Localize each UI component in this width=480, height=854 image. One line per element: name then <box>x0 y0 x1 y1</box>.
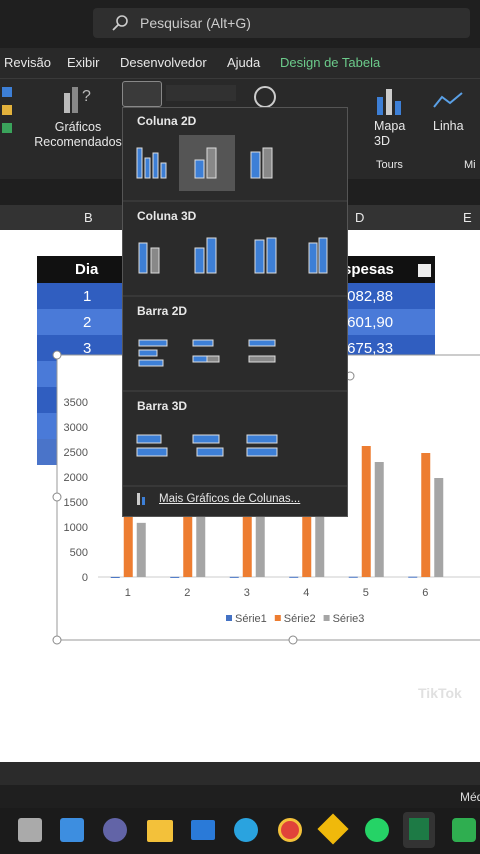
y-tick-label: 3000 <box>64 422 88 434</box>
bar <box>302 467 312 577</box>
column-letter: B <box>84 210 93 225</box>
tab[interactable]: Ajuda <box>227 55 261 70</box>
taskbar-icon[interactable] <box>452 818 476 842</box>
bar <box>229 576 239 578</box>
bar <box>183 462 193 577</box>
group-label: Tours <box>376 159 403 171</box>
legend-label: Série1 <box>235 613 267 625</box>
x-tick-label: 3 <box>244 587 250 599</box>
taskbar <box>0 808 480 854</box>
bar <box>170 576 180 578</box>
bar <box>361 446 371 577</box>
y-tick-label: 1500 <box>64 497 88 509</box>
bar <box>123 472 133 577</box>
tab[interactable]: Exibir <box>67 55 100 70</box>
y-tick-label: 500 <box>70 547 88 559</box>
recommended-icon: ? <box>64 87 91 113</box>
cell: 3 <box>83 340 92 357</box>
bar <box>315 494 325 577</box>
bar <box>136 522 146 577</box>
legend-swatch <box>323 615 330 621</box>
x-tick-label: 5 <box>363 587 369 599</box>
menu-icons <box>123 135 347 505</box>
menu-section: Coluna 3D <box>137 209 197 223</box>
x-tick-label: 2 <box>184 587 190 599</box>
taskbar-icon[interactable] <box>234 818 258 842</box>
y-tick-label: 1000 <box>64 522 88 534</box>
header-cell: spesas <box>343 261 394 278</box>
svg-text:?: ? <box>82 88 91 105</box>
cell: .082,88 <box>343 288 394 305</box>
bar <box>421 453 431 577</box>
tab-bar: Revisão Exibir Desenvolvedor Ajuda Desig… <box>0 48 480 78</box>
label-line: 3D <box>374 134 390 148</box>
y-tick-label: 2000 <box>64 472 88 484</box>
x-tick-label: 6 <box>422 587 428 599</box>
bar <box>348 576 358 578</box>
chart-menu: Coluna 2D Coluna 3D Barra 2D Barra 3D Ma… <box>122 107 348 517</box>
line-label[interactable]: Linha <box>433 119 464 133</box>
bar <box>408 576 418 578</box>
more-charts-link[interactable]: Mais Gráficos de Colunas... <box>159 493 301 505</box>
search-placeholder: Pesquisar (Alt+G) <box>140 15 251 31</box>
cell: .675,33 <box>343 340 394 357</box>
menu-section: Barra 2D <box>137 304 188 318</box>
status-text: Méd <box>460 790 480 804</box>
sheet-tabs <box>0 762 480 785</box>
legend-swatch <box>226 615 232 621</box>
y-tick-label: 3500 <box>64 397 88 409</box>
map-icon <box>377 89 401 115</box>
filter-button[interactable] <box>418 264 431 277</box>
taskbar-icon[interactable] <box>147 820 173 842</box>
taskbar-icon[interactable] <box>18 818 42 842</box>
x-tick-label: 4 <box>303 587 309 599</box>
legend-label: Série3 <box>333 613 365 625</box>
column-letter: D <box>355 210 365 225</box>
column-letter: E <box>463 210 472 225</box>
menu-section: Barra 3D <box>137 399 188 413</box>
label-line: Mapa <box>374 119 406 133</box>
taskbar-icon[interactable] <box>103 818 127 842</box>
cell: .601,90 <box>343 314 394 331</box>
search-icon <box>112 15 128 31</box>
taskbar-icon[interactable] <box>317 813 349 845</box>
taskbar-icon[interactable] <box>60 818 84 842</box>
recommended-label[interactable]: Gráficos Recomendados <box>30 120 126 150</box>
taskbar-active[interactable] <box>403 812 435 848</box>
ribbon-buttons <box>166 85 236 101</box>
bar <box>434 478 444 577</box>
cell: 2 <box>83 314 92 331</box>
tab[interactable]: Revisão <box>4 55 51 70</box>
tab[interactable]: Design de Tabela <box>280 55 381 70</box>
y-tick-label: 2500 <box>64 447 88 459</box>
header-cell: Dia <box>75 261 99 278</box>
watermark: TikTok <box>418 685 462 701</box>
label-line: Recomendados <box>34 135 122 149</box>
menu-section: Coluna 2D <box>137 114 197 128</box>
x-tick-label: 1 <box>125 587 131 599</box>
taskbar-icon[interactable] <box>278 818 302 842</box>
taskbar-icon[interactable] <box>365 818 389 842</box>
label-line: Gráficos <box>54 120 102 134</box>
ribbon-icons <box>2 87 12 143</box>
taskbar-icon[interactable] <box>191 820 215 840</box>
cell: 1 <box>83 288 92 305</box>
line-icon <box>433 92 463 108</box>
bar <box>255 493 265 577</box>
bar <box>374 462 384 577</box>
group-label: Mi <box>464 159 476 171</box>
legend-label: Série2 <box>284 613 316 625</box>
search-box[interactable]: Pesquisar (Alt+G) <box>93 8 470 38</box>
column-chart-button[interactable] <box>122 81 162 107</box>
bar <box>242 457 252 577</box>
bar <box>289 576 299 578</box>
y-tick-label: 0 <box>82 572 88 584</box>
bar <box>110 576 120 578</box>
bar <box>196 496 206 577</box>
map-label[interactable]: Mapa 3D <box>374 119 405 149</box>
tab[interactable]: Desenvolvedor <box>120 55 207 70</box>
legend-swatch <box>274 615 281 621</box>
